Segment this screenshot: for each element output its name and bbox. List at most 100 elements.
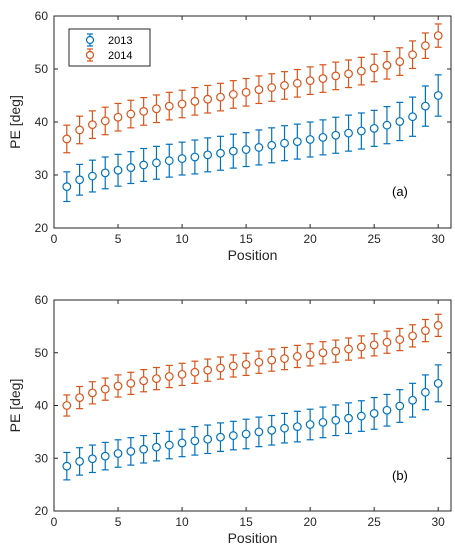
data-point [241, 359, 251, 369]
x-tick-label: 5 [115, 232, 122, 246]
data-point [241, 145, 251, 154]
x-tick-label: 20 [303, 515, 317, 529]
data-point [356, 342, 366, 352]
data-point [344, 128, 353, 138]
data-point [164, 101, 174, 111]
data-point [126, 446, 136, 456]
data-point [395, 57, 405, 66]
data-point [395, 335, 405, 344]
data-point [88, 454, 97, 464]
data-point [280, 138, 289, 148]
x-tick-label: 20 [303, 232, 317, 246]
data-point [216, 148, 225, 158]
series-2014 [62, 313, 443, 417]
data-point [190, 152, 200, 162]
x-tick-label: 0 [51, 232, 58, 246]
data-point [126, 109, 136, 119]
data-point [203, 150, 213, 160]
data-point [318, 74, 328, 83]
data-point [420, 387, 430, 397]
data-point [369, 409, 379, 418]
data-point [280, 354, 289, 363]
x-tick-label: 0 [51, 515, 58, 529]
data-point [113, 381, 123, 391]
data-point [216, 432, 225, 442]
data-point [241, 87, 251, 97]
data-point [164, 440, 174, 450]
data-point [177, 154, 187, 163]
x-axis-label: Position [228, 247, 278, 263]
data-point [75, 175, 85, 185]
data-point [382, 120, 392, 130]
data-point [88, 388, 97, 398]
chart-panel-1: 0 5 10 15 20 25 30 20 30 40 50 60 Position PE [deg] 20… [7, 9, 452, 263]
data-point [203, 94, 213, 104]
data-point [408, 331, 417, 341]
legend-marker [85, 50, 95, 60]
data-point [408, 395, 417, 405]
data-point [254, 85, 264, 95]
y-axis-label: PE [deg] [7, 379, 23, 433]
x-tick-label: 15 [239, 515, 253, 529]
data-point [331, 130, 341, 140]
data-point [382, 337, 392, 347]
data-point [228, 90, 238, 99]
data-point [75, 457, 85, 466]
series-2013 [62, 74, 443, 203]
series-2013 [62, 364, 443, 481]
x-tick-label: 30 [432, 232, 446, 246]
y-tick-label: 20 [35, 504, 49, 518]
data-point [318, 417, 328, 427]
data-point [190, 367, 200, 377]
data-point [216, 92, 225, 102]
x-tick-label: 5 [115, 515, 122, 529]
x-tick-label: 25 [367, 232, 381, 246]
data-point [228, 146, 238, 156]
data-point [62, 401, 72, 410]
data-point [88, 171, 97, 181]
data-point [241, 429, 251, 439]
data-point [113, 165, 123, 175]
data-point [280, 81, 289, 90]
data-point [331, 346, 341, 356]
y-axis-label: PE [deg] [7, 95, 23, 149]
data-point [395, 401, 405, 411]
data-point [420, 326, 430, 335]
data-point [356, 126, 366, 136]
data-point [254, 143, 264, 152]
y-tick-label: 60 [35, 293, 49, 307]
data-point [344, 413, 353, 423]
legend-box [68, 28, 151, 67]
data-point [100, 168, 110, 178]
x-axis-label: Position [228, 530, 278, 546]
data-point [152, 442, 161, 452]
data-point [369, 63, 379, 73]
data-point [177, 438, 187, 448]
data-point [318, 348, 328, 358]
data-point [88, 120, 97, 130]
data-point [254, 357, 264, 367]
data-point [267, 140, 277, 150]
data-point [126, 378, 136, 388]
data-point [382, 60, 392, 70]
x-tick-label: 30 [432, 515, 446, 529]
data-point [139, 376, 149, 386]
data-point [305, 76, 315, 86]
data-point [75, 393, 85, 402]
data-point [267, 425, 277, 435]
data-point [164, 156, 174, 166]
data-point [139, 106, 149, 116]
legend-entry-2013: 2013 [108, 35, 132, 47]
series-2014 [62, 23, 443, 154]
data-point [100, 384, 110, 394]
data-point [62, 461, 72, 471]
legend: 2013 2014 [68, 28, 151, 67]
data-point [292, 352, 302, 361]
data-point [331, 71, 341, 81]
data-point [267, 83, 277, 92]
data-point [152, 374, 161, 383]
data-point [216, 363, 225, 373]
data-point [382, 405, 392, 415]
data-point [228, 361, 238, 371]
y-tick-label: 20 [35, 221, 49, 235]
